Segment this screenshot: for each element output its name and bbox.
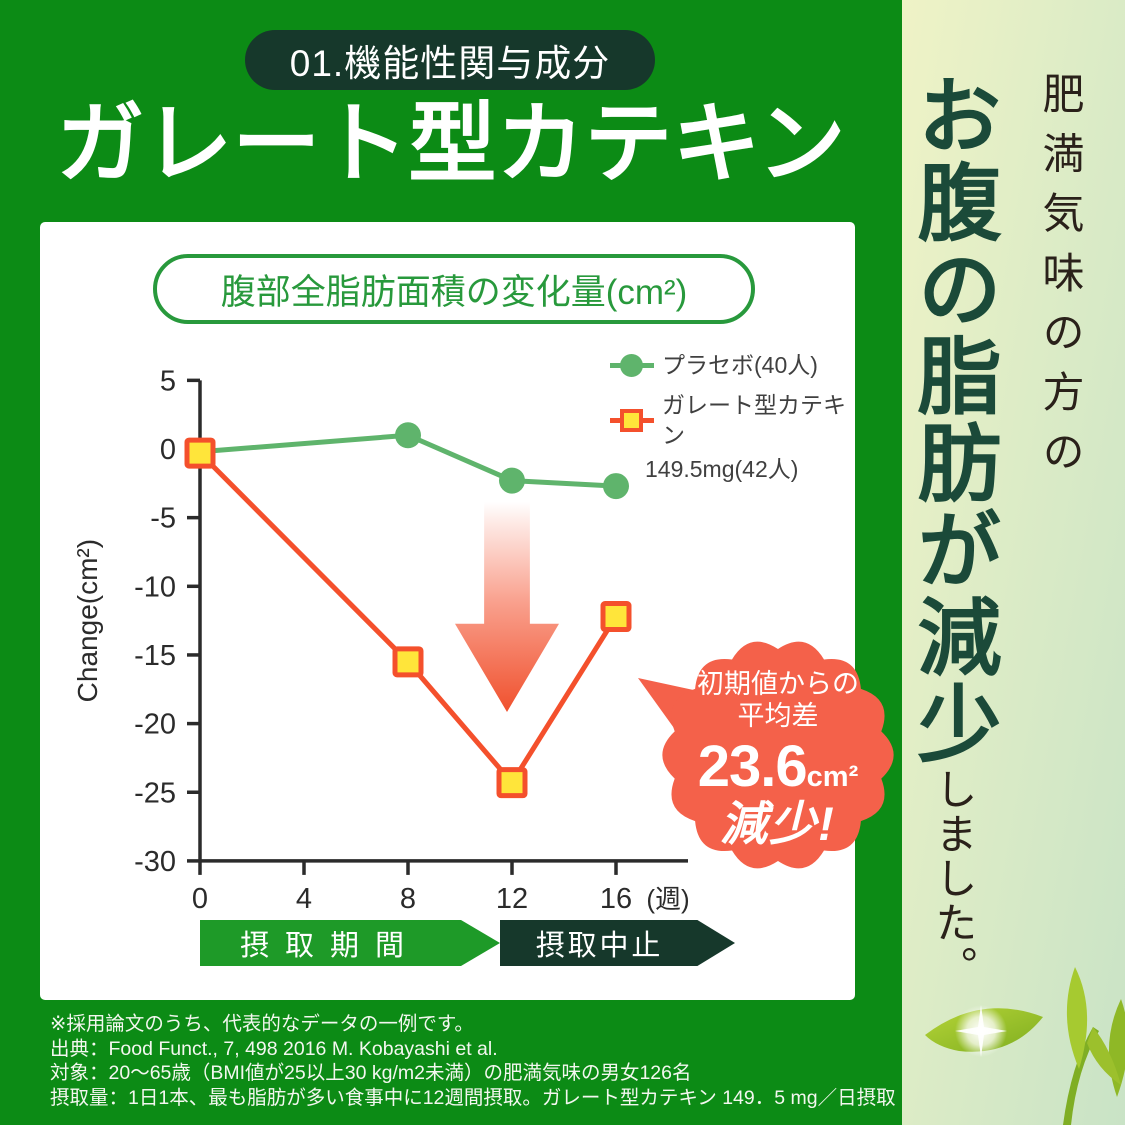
callout-line2: 平均差 (737, 701, 819, 731)
section-number-badge-label: 01.機能性関与成分 (289, 43, 611, 84)
footnote-line: 出典：Food Funct., 7, 498 2016 M. Kobayashi… (50, 1037, 498, 1060)
placebo-data-point (603, 473, 629, 500)
section-number-badge: 01.機能性関与成分 (245, 30, 655, 90)
y-tick-label: -15 (134, 640, 176, 672)
sidebar-suffix: しました。 (929, 767, 978, 991)
x-axis-unit: (週) (646, 884, 689, 914)
callout-unit: cm² (806, 761, 859, 793)
series-line (199, 432, 617, 489)
placebo-data-point (395, 422, 421, 449)
footnote-line: 摂取量：1日1本、最も脂肪が多い食事中に12週間摂取。ガレート型カテキン 149… (50, 1086, 896, 1109)
chart-card: 5 0 -5 -10 -15 -20 -25 -30 0 4 8 12 16 (週) Change(cm²)… (40, 222, 855, 1000)
catechin-data-point (600, 601, 632, 633)
legend-label-placebo: プラセボ(40人) (662, 352, 818, 378)
callout-emphasis: 減少! (720, 797, 836, 851)
y-axis-label: Change(cm²) (72, 539, 103, 702)
catechin-data-point (392, 646, 424, 678)
x-tick-label: 0 (192, 883, 208, 915)
y-tick-label: 0 (160, 434, 176, 466)
x-tick-label: 4 (296, 883, 312, 915)
y-tick-label: -10 (134, 571, 176, 603)
y-tick-label: -20 (134, 709, 176, 741)
main-green-panel: 01.機能性関与成分 ガレート型カテキン 5 0 -5 -10 -15 -20 -25 -30… (0, 0, 902, 1125)
callout-value-row: 23.6cm² (668, 736, 888, 797)
legend-label-catechin: ガレート型カテキン (662, 392, 846, 448)
result-callout: 初期値からの 平均差 23.6cm² 減少! (668, 668, 888, 849)
series-line (198, 451, 619, 786)
x-tick-label: 8 (400, 883, 416, 915)
placebo-data-point (499, 467, 525, 494)
footnote-line: 対象：20～65歳（BMI値が25以上30 kg/m2未満）の肥満気味の男女12… (50, 1062, 692, 1084)
footnotes: ※採用論文のうち、代表的なデータの一例です。 出典：Food Funct., 7… (50, 1012, 896, 1110)
intake-stop-banner: 摂取中止 (500, 920, 735, 966)
chart-title-pill: 腹部全脂肪面積の変化量(cm²) (153, 254, 755, 324)
intake-stop-label: 摂取中止 (535, 930, 664, 962)
right-sidebar: 肥満気味の方の お腹の脂肪が減少しました。 (902, 0, 1125, 1125)
fat-area-line-chart: 5 0 -5 -10 -15 -20 -25 -30 0 4 8 12 16 (週) Change(cm²) (72, 365, 690, 915)
callout-value: 23.6 (697, 734, 808, 799)
legend-item-placebo: プラセボ(40人) (610, 350, 855, 380)
placebo-marker-icon (610, 353, 654, 377)
y-tick-label: -5 (150, 503, 176, 535)
catechin-data-point (496, 767, 528, 799)
tea-leaf-image (925, 967, 1125, 1125)
callout-line1: 初期値からの (697, 669, 859, 699)
catechin-data-point (184, 437, 216, 469)
vertical-copy: 肥満気味の方の お腹の脂肪が減少しました。 (893, 72, 1091, 1072)
chart-legend: プラセボ(40人) ガレート型カテキン 149.5mg(42人) (610, 350, 855, 484)
x-tick-label: 12 (496, 883, 528, 915)
intake-period-label: 摂取期間 (240, 930, 420, 962)
legend-label-catechin-dose: 149.5mg(42人) (645, 456, 799, 482)
seal-body (662, 641, 894, 869)
chart-title: 腹部全脂肪面積の変化量(cm²) (220, 272, 688, 312)
footnote-line: ※採用論文のうち、代表的なデータの一例です。 (50, 1013, 474, 1035)
legend-item-catechin: ガレート型カテキン (610, 390, 855, 450)
y-tick-label: 5 (160, 365, 176, 397)
x-tick-label: 16 (600, 883, 632, 915)
y-tick-label: -30 (134, 846, 176, 878)
chart-tick-labels: 5 0 -5 -10 -15 -20 -25 -30 0 4 8 12 16 (週) Change(cm²) (72, 365, 690, 915)
result-callout-seal (638, 641, 894, 869)
sidebar-headline: お腹の脂肪が減少しました。 (904, 72, 1003, 991)
catechin-marker-icon (610, 408, 654, 432)
intake-period-banner: 摂取期間 (200, 920, 500, 966)
page-title: ガレート型カテキン (56, 91, 846, 195)
sidebar-lead-text: 肥満気味の方の (1036, 72, 1085, 490)
y-tick-label: -25 (134, 777, 176, 809)
